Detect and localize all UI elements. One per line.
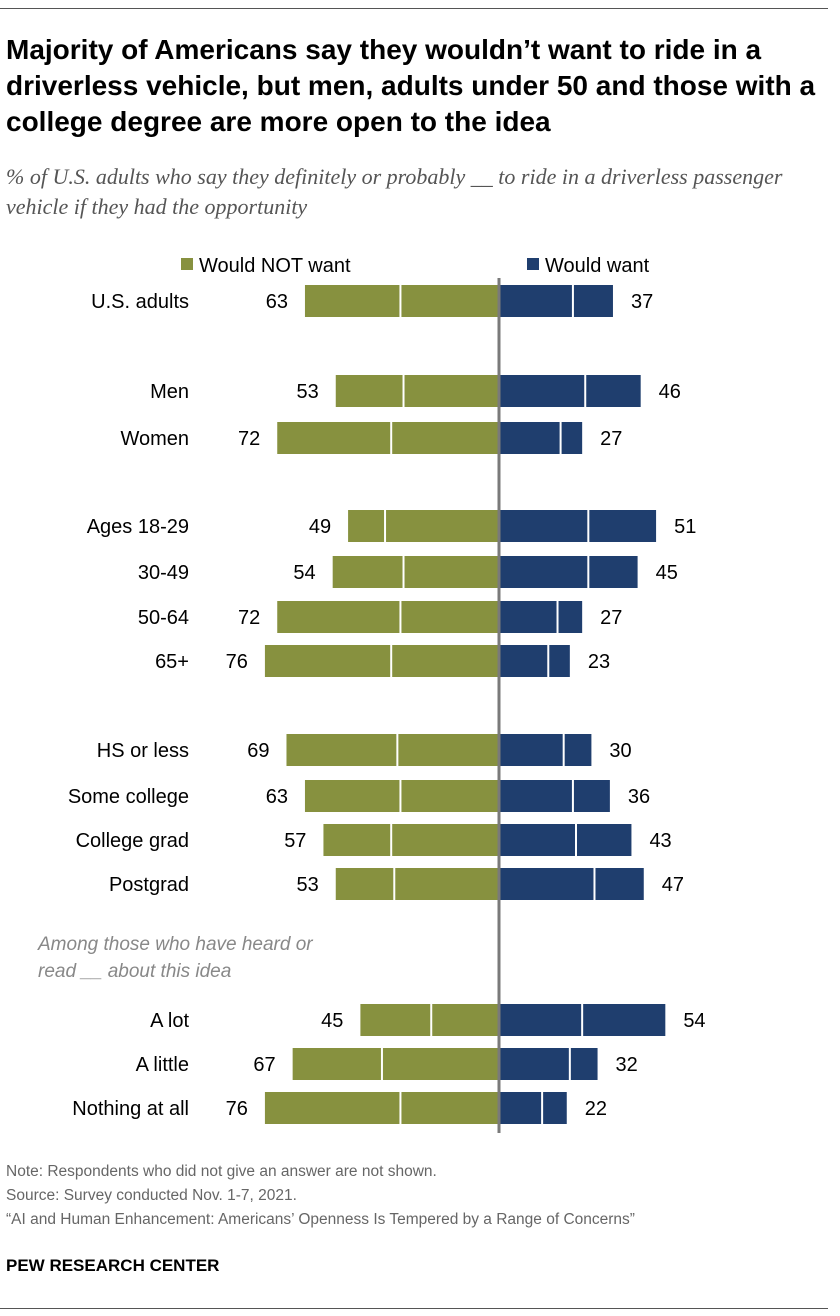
bar-would-want [499,510,657,542]
value-label-would-not-want: 76 [226,651,248,673]
bar-would-not-want [286,734,499,766]
bar-would-not-want [277,601,499,633]
legend-label-would-want: Would want [545,255,650,277]
bar-would-want [499,780,610,812]
value-label-would-not-want: 72 [238,607,260,629]
row-label: A lot [150,1010,189,1032]
bar-would-want [499,1092,567,1124]
row-label: Women [120,428,189,450]
value-label-would-want: 47 [662,874,684,896]
bar-would-not-want [264,645,499,677]
row-label: Men [150,381,189,403]
bar-would-not-want [304,780,499,812]
value-label-would-not-want: 63 [266,291,288,313]
value-label-would-not-want: 72 [238,428,260,450]
value-label-would-not-want: 45 [321,1010,343,1032]
value-label-would-not-want: 67 [253,1054,275,1076]
pew-logo-text: PEW RESEARCH CENTER [6,1256,220,1275]
value-label-would-want: 43 [649,830,671,852]
value-label-would-want: 30 [609,740,631,762]
chart-title: Majority of Americans say they wouldn’t … [6,34,816,137]
value-label-would-not-want: 69 [247,740,269,762]
value-label-would-not-want: 57 [284,830,306,852]
footer-report: “AI and Human Enhancement: Americans’ Op… [6,1211,635,1228]
bottom-rule [0,1308,828,1309]
value-label-would-not-want: 54 [293,562,315,584]
value-label-would-not-want: 53 [297,381,319,403]
chart-subtitle: % of U.S. adults who say they definitely… [6,164,783,219]
bar-would-not-want [332,556,499,588]
bar-would-not-want [292,1048,499,1080]
row-label: Some college [68,786,189,808]
row-label: U.S. adults [91,291,189,313]
value-label-would-want: 37 [631,291,653,313]
value-label-would-want: 32 [616,1054,638,1076]
bar-would-want [499,375,641,407]
value-label-would-want: 22 [585,1098,607,1120]
bar-would-not-want [277,422,499,454]
bar-would-want [499,601,583,633]
bar-would-want [499,645,570,677]
bar-would-want [499,422,583,454]
bar-would-want [499,734,592,766]
value-label-would-want: 23 [588,651,610,673]
legend-label-would-not-want: Would NOT want [199,255,351,277]
row-label: Nothing at all [72,1098,189,1120]
row-label: 50-64 [138,607,189,629]
footer-source: Source: Survey conducted Nov. 1-7, 2021. [6,1187,297,1204]
value-label-would-want: 27 [600,428,622,450]
group-header-line2: read __ about this idea [38,961,231,982]
bar-would-want [499,1048,598,1080]
row-label: Ages 18-29 [87,516,189,538]
value-label-would-not-want: 76 [226,1098,248,1120]
legend-swatch-would-want [527,258,539,270]
top-rule [0,8,828,9]
bar-would-want [499,868,644,900]
value-label-would-not-want: 63 [266,786,288,808]
bar-would-not-want [335,868,499,900]
bar-would-not-want [304,285,499,317]
row-label: College grad [76,830,189,852]
value-label-would-want: 36 [628,786,650,808]
bar-would-want [499,824,632,856]
group-header-line1: Among those who have heard or [37,934,313,955]
value-label-would-want: 54 [683,1010,705,1032]
value-label-would-want: 46 [659,381,681,403]
bar-would-not-want [335,375,499,407]
row-label: HS or less [97,740,189,762]
value-label-would-want: 45 [656,562,678,584]
bar-would-want [499,285,613,317]
bar-would-not-want [348,510,499,542]
row-label: 65+ [155,651,189,673]
value-label-would-want: 51 [674,516,696,538]
footer-note: Note: Respondents who did not give an an… [6,1163,437,1180]
bar-would-want [499,556,638,588]
value-label-would-not-want: 49 [309,516,331,538]
row-label: A little [136,1054,189,1076]
bar-would-not-want [323,824,499,856]
row-label: Postgrad [109,874,189,896]
bar-would-not-want [264,1092,499,1124]
row-label: 30-49 [138,562,189,584]
value-label-would-want: 27 [600,607,622,629]
legend-swatch-would-not-want [181,258,193,270]
value-label-would-not-want: 53 [297,874,319,896]
bar-would-not-want [360,1004,499,1036]
